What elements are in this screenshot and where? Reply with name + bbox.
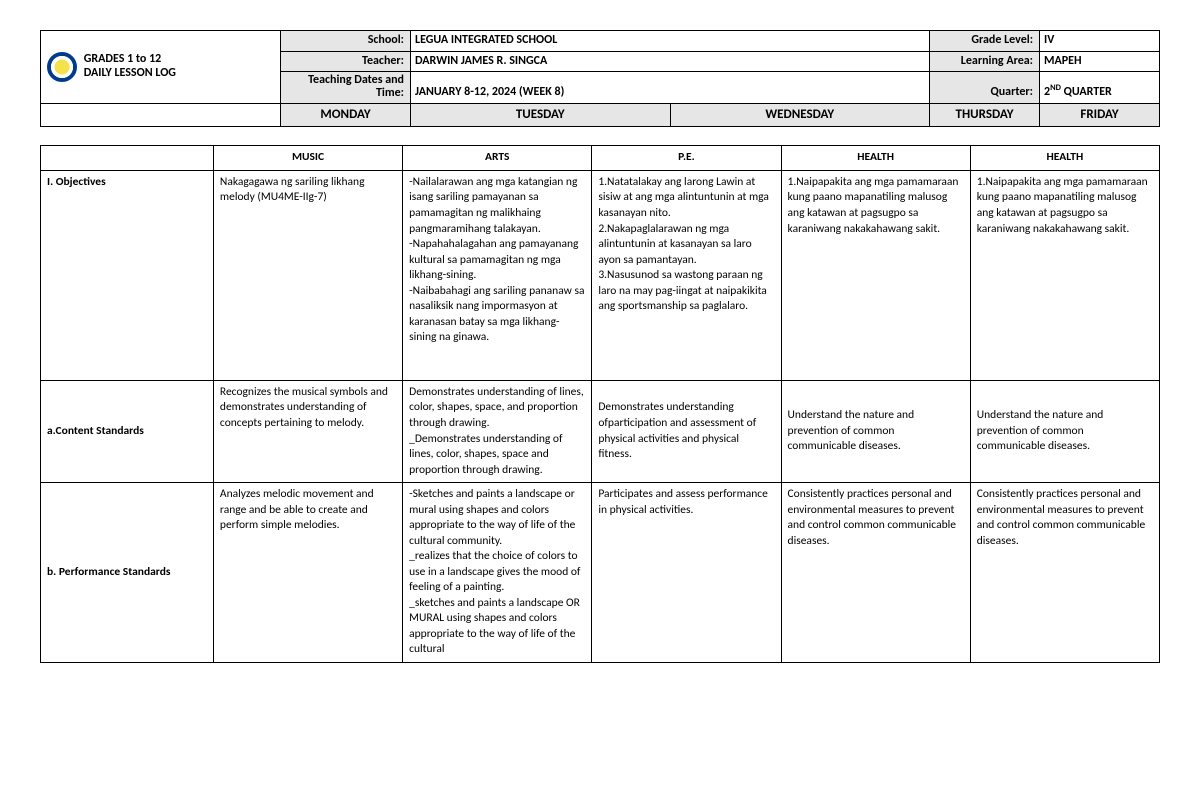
subjects-row: MUSIC ARTS P.E. HEALTH HEALTH	[41, 146, 1160, 171]
title-line2: DAILY LESSON LOG	[84, 66, 176, 80]
title-line1: GRADES 1 to 12	[84, 52, 162, 66]
cs-thu: Understand the nature and prevention of …	[781, 380, 970, 482]
value-school: LEGUA INTEGRATED SCHOOL	[411, 31, 930, 52]
label-perf: b. Performance Standards	[41, 483, 214, 663]
deped-logo-icon	[47, 52, 77, 82]
label-grade: Grade Level:	[930, 31, 1040, 52]
label-area: Learning Area:	[930, 51, 1040, 72]
value-quarter: 2ND QUARTER	[1040, 72, 1160, 103]
day-tue-wed-wrap: TUESDAY WEDNESDAY	[411, 103, 930, 127]
subj-wed: P.E.	[592, 146, 781, 171]
cs-fri: Understand the nature and prevention of …	[970, 380, 1159, 482]
cs-wed: Demonstrates understanding ofparticipati…	[592, 380, 781, 482]
obj-tue: -Nailalarawan ang mga katangian ng isang…	[403, 170, 592, 380]
subj-fri: HEALTH	[970, 146, 1159, 171]
row-content-standards: a.Content Standards Recognizes the music…	[41, 380, 1160, 482]
value-teacher: DARWIN JAMES R. SINGCA	[411, 51, 930, 72]
label-school: School:	[281, 31, 411, 52]
obj-thu: 1.Naipapakita ang mga pamamaraan kung pa…	[781, 170, 970, 380]
ps-wed: Participates and assess performance in p…	[592, 483, 781, 663]
day-thu: THURSDAY	[930, 103, 1040, 127]
day-tue: TUESDAY	[411, 104, 670, 127]
label-content: a.Content Standards	[41, 380, 214, 482]
header-table: GRADES 1 to 12 DAILY LESSON LOG School: …	[40, 30, 1160, 127]
obj-mon: Nakagagawa ng sariling likhang melody (M…	[213, 170, 402, 380]
subj-thu: HEALTH	[781, 146, 970, 171]
days-row: MONDAY TUESDAY WEDNESDAY THURSDAY FRIDAY	[41, 103, 1160, 127]
obj-wed: 1.Natatalakay ang larong Lawin at sisiw …	[592, 170, 781, 380]
value-dates: JANUARY 8-12, 2024 (WEEK 8)	[411, 72, 930, 103]
label-quarter: Quarter:	[930, 72, 1040, 103]
row-objectives: I. Objectives Nakagagawa ng sariling lik…	[41, 170, 1160, 380]
day-wed: WEDNESDAY	[670, 104, 929, 127]
row-performance-standards: b. Performance Standards Analyzes melodi…	[41, 483, 1160, 663]
ps-fri: Consistently practices personal and envi…	[970, 483, 1159, 663]
cs-tue: Demonstrates understanding of lines, col…	[403, 380, 592, 482]
ps-mon: Analyzes melodic movement and range and …	[213, 483, 402, 663]
cs-mon: Recognizes the musical symbols and demon…	[213, 380, 402, 482]
ps-tue: -Sketches and paints a landscape or mura…	[403, 483, 592, 663]
label-teacher: Teacher:	[281, 51, 411, 72]
subj-tue: ARTS	[403, 146, 592, 171]
obj-fri: 1.Naipapakita ang mga pamamaraan kung pa…	[970, 170, 1159, 380]
ps-thu: Consistently practices personal and envi…	[781, 483, 970, 663]
value-area: MAPEH	[1040, 51, 1160, 72]
label-dates: Teaching Dates and Time:	[281, 72, 411, 103]
day-fri: FRIDAY	[1040, 103, 1160, 127]
label-objectives: I. Objectives	[41, 170, 214, 380]
subj-mon: MUSIC	[213, 146, 402, 171]
content-table: MUSIC ARTS P.E. HEALTH HEALTH I. Objecti…	[40, 145, 1160, 662]
day-mon: MONDAY	[281, 103, 411, 127]
value-grade: IV	[1040, 31, 1160, 52]
log-title-cell: GRADES 1 to 12 DAILY LESSON LOG	[41, 31, 281, 104]
